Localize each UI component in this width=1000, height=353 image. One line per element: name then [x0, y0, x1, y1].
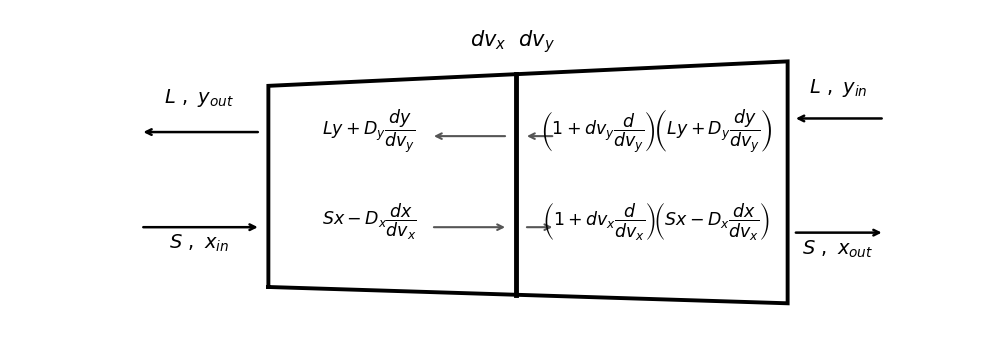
Text: $L\ ,\ y_{out}$: $L\ ,\ y_{out}$ [164, 87, 234, 109]
Text: $Ly + D_y\dfrac{dy}{dv_y}$: $Ly + D_y\dfrac{dy}{dv_y}$ [322, 107, 416, 155]
Text: $dv_x \ \ dv_y$: $dv_x \ \ dv_y$ [470, 28, 555, 55]
Text: $S\ ,\ x_{in}$: $S\ ,\ x_{in}$ [169, 233, 229, 255]
Text: $L\ ,\ y_{in}$: $L\ ,\ y_{in}$ [809, 77, 867, 100]
Text: $\left(1 + dv_y\dfrac{d}{dv_y}\right)\!\left(Ly + D_y\dfrac{dy}{dv_y}\right)$: $\left(1 + dv_y\dfrac{d}{dv_y}\right)\!\… [540, 107, 772, 155]
Text: $Sx - D_x\dfrac{dx}{dv_x}$: $Sx - D_x\dfrac{dx}{dv_x}$ [322, 202, 416, 242]
Text: $S\ ,\ x_{out}$: $S\ ,\ x_{out}$ [802, 239, 874, 260]
Text: $\left(1 + dv_x\dfrac{d}{dv_x}\right)\!\left(Sx - D_x\dfrac{dx}{dv_x}\right)$: $\left(1 + dv_x\dfrac{d}{dv_x}\right)\!\… [542, 201, 770, 242]
